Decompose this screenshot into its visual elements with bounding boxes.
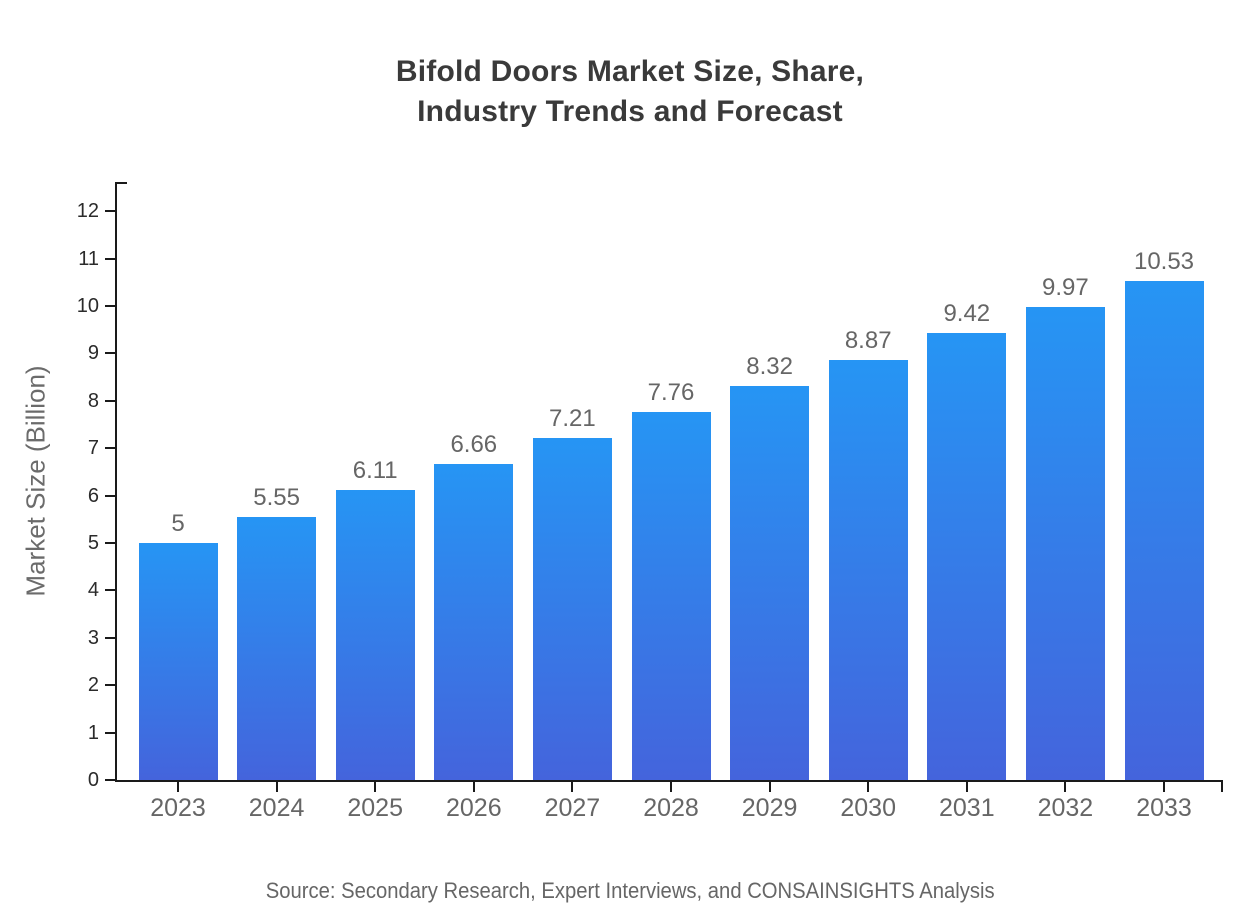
x-tick-mark (1064, 781, 1067, 792)
x-axis-line (115, 780, 1223, 782)
x-tick-label: 2028 (643, 794, 699, 822)
y-tick-mark (105, 589, 116, 592)
y-axis-line (115, 182, 117, 782)
x-tick-label: 2025 (347, 794, 403, 822)
x-tick-mark (374, 781, 377, 792)
y-tick-mark (105, 352, 116, 355)
x-tick-label: 2029 (741, 794, 798, 822)
y-tick-mark (105, 636, 116, 639)
bar (730, 385, 810, 780)
y-tick-mark (105, 684, 116, 687)
y-tick-label: 11 (78, 247, 99, 270)
y-tick-label: 12 (76, 200, 99, 223)
y-tick-mark (105, 305, 116, 307)
bar (138, 543, 218, 780)
x-tick-mark (571, 781, 574, 792)
y-tick-mark (105, 494, 116, 497)
y-tick-mark (105, 210, 116, 213)
bar (434, 464, 514, 780)
y-tick-mark (105, 399, 116, 402)
bar-value-label: 8.32 (746, 352, 793, 380)
bar-value-label: 7.76 (647, 379, 695, 407)
x-tick-mark (965, 781, 968, 792)
x-tick-label: 2023 (150, 794, 206, 822)
y-tick-label: 1 (87, 721, 99, 744)
y-tick-mark (105, 542, 116, 544)
x-tick-mark (177, 781, 179, 792)
y-axis-end-cap (115, 182, 127, 184)
y-tick-label: 6 (87, 484, 99, 507)
y-tick-label: 8 (87, 389, 99, 412)
x-tick-label: 2030 (840, 794, 896, 822)
bar (237, 516, 317, 780)
x-tick-label: 2033 (1136, 794, 1192, 822)
y-tick-label: 7 (87, 437, 99, 460)
x-tick-mark (670, 781, 672, 792)
y-tick-mark (105, 447, 116, 450)
bar-value-label: 9.42 (943, 300, 991, 328)
x-tick-label: 2026 (445, 794, 502, 822)
x-tick-mark (275, 781, 278, 792)
bar (927, 333, 1007, 780)
x-tick-mark (1163, 781, 1165, 792)
chart-title-line1: Bifold Doors Market Size, Share, (395, 55, 865, 88)
y-tick-mark (105, 257, 116, 260)
bar-value-label: 6.66 (450, 431, 498, 459)
bar-value-label: 9.97 (1042, 274, 1089, 302)
y-tick-label: 4 (87, 579, 99, 602)
y-tick-mark (105, 731, 116, 734)
x-tick-label: 2027 (544, 794, 601, 822)
bar (828, 359, 908, 780)
bar-value-label: 10.53 (1133, 247, 1195, 275)
source-note: Source: Secondary Research, Expert Inter… (0, 878, 1260, 904)
bar (631, 412, 711, 780)
x-tick-label: 2032 (1037, 794, 1094, 822)
y-tick-label: 0 (87, 769, 99, 791)
bar-value-label: 5 (171, 510, 185, 537)
bar-value-label: 6.11 (352, 457, 398, 485)
bar-value-label: 8.87 (844, 326, 892, 354)
y-tick-label: 9 (87, 342, 99, 365)
x-tick-mark (768, 781, 771, 792)
bar-value-label: 5.55 (253, 483, 300, 511)
y-tick-label: 10 (76, 295, 99, 317)
y-tick-label: 5 (87, 532, 99, 554)
chart-title-line2: Industry Trends and Forecast (417, 95, 843, 128)
y-tick-mark (105, 779, 116, 781)
bar (1124, 280, 1204, 780)
x-tick-label: 2031 (938, 794, 995, 822)
source-note-text: Source: Secondary Research, Expert Inter… (265, 878, 995, 903)
chart-title: Bifold Doors Market Size, Share, Industr… (0, 52, 1260, 132)
bar (1025, 307, 1105, 780)
bar-value-label: 7.21 (549, 405, 596, 433)
y-tick-label: 3 (87, 626, 99, 649)
x-axis-end-cap (1221, 780, 1223, 792)
bar (532, 438, 612, 780)
x-tick-mark (867, 781, 870, 792)
x-tick-mark (472, 781, 475, 792)
bar (335, 490, 415, 780)
y-tick-label: 2 (87, 674, 99, 697)
x-tick-label: 2024 (248, 794, 305, 822)
